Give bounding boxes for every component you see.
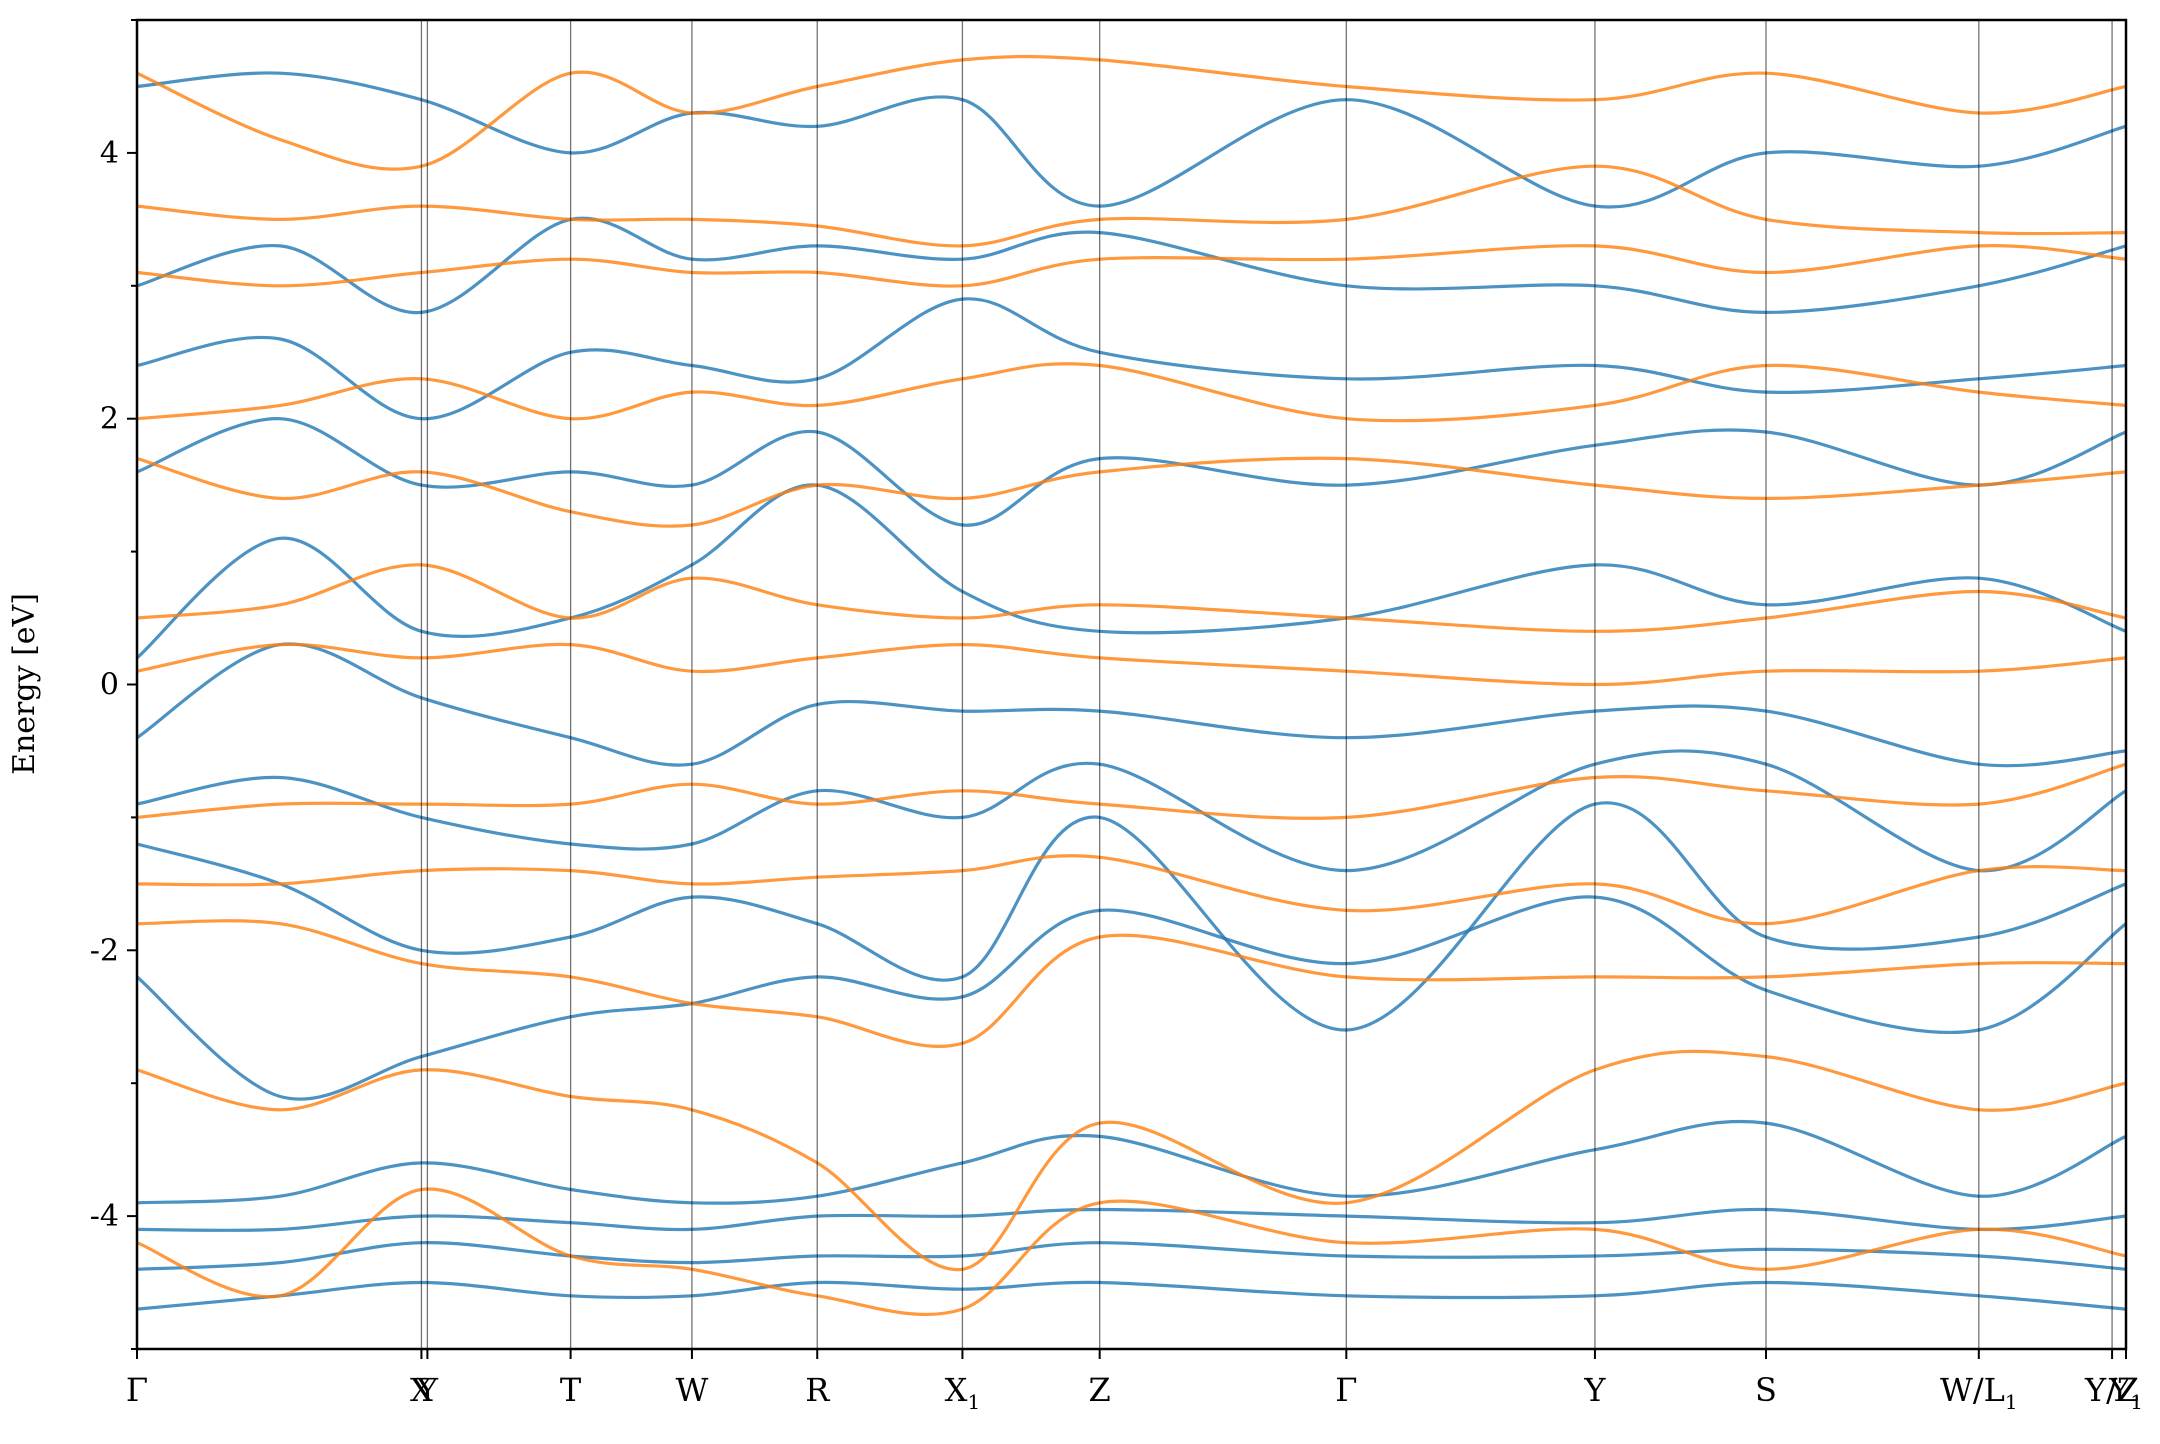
x-tick-label: Γ (1335, 1371, 1357, 1409)
y-tick-label: -4 (90, 1199, 119, 1234)
y-axis-label: Energy [eV] (7, 593, 42, 775)
x-tick-label: Y/Z (2084, 1371, 2139, 1409)
spin-down-band-5 (137, 762, 2126, 820)
spin-down-band-3 (137, 919, 2126, 1049)
x-tick-label: Z (1089, 1371, 1111, 1409)
x-tick-label: Y (1583, 1371, 1606, 1409)
spin-down-band-4 (137, 854, 2126, 926)
spin-up-band-1 (137, 1280, 2126, 1311)
x-tick-label: S (1755, 1371, 1777, 1409)
spin-down-band-11 (137, 164, 2126, 248)
x-tick-label: R (805, 1371, 830, 1409)
spin-down-band-1 (137, 1187, 2126, 1317)
spin-up-band-2 (137, 1241, 2126, 1271)
spin-up-band-12 (137, 216, 2126, 315)
spin-up-band-6 (137, 801, 2126, 1032)
x-tick-label: X1 (945, 1371, 981, 1414)
x-tick-label: T (560, 1371, 582, 1409)
y-tick-label: 4 (100, 136, 119, 171)
x-tick-label: Y (416, 1371, 439, 1409)
y-tick-label: 0 (100, 668, 119, 703)
x-tick-label: W/L1 (1940, 1371, 2018, 1414)
high-symmetry-lines (420, 20, 2113, 1349)
spin-down-band-9 (137, 362, 2126, 423)
spin-up-band-11 (137, 297, 2126, 421)
spin-up-band-13 (137, 71, 2126, 209)
spin-up-band-9 (137, 483, 2126, 660)
spin-down-band-6 (137, 642, 2126, 687)
x-tick-label: W (675, 1371, 708, 1409)
y-tick-label: 2 (100, 402, 119, 437)
y-tick-label: -2 (90, 933, 119, 968)
x-tick-label: Γ (126, 1371, 148, 1409)
spin-down-band-10 (137, 244, 2126, 288)
spin-down-band-8 (137, 456, 2126, 528)
bands-layer (137, 54, 2126, 1317)
spin-up-band-3 (137, 1207, 2126, 1232)
x-tick-label: X (410, 1371, 433, 1409)
spin-up-band-4 (137, 1119, 2126, 1205)
spin-down-bands (137, 54, 2126, 1317)
spin-up-band-7 (137, 749, 2126, 873)
spin-down-band-2 (137, 1049, 2126, 1272)
plot-frame (135, 18, 2128, 1351)
spin-up-band-8 (137, 642, 2126, 768)
